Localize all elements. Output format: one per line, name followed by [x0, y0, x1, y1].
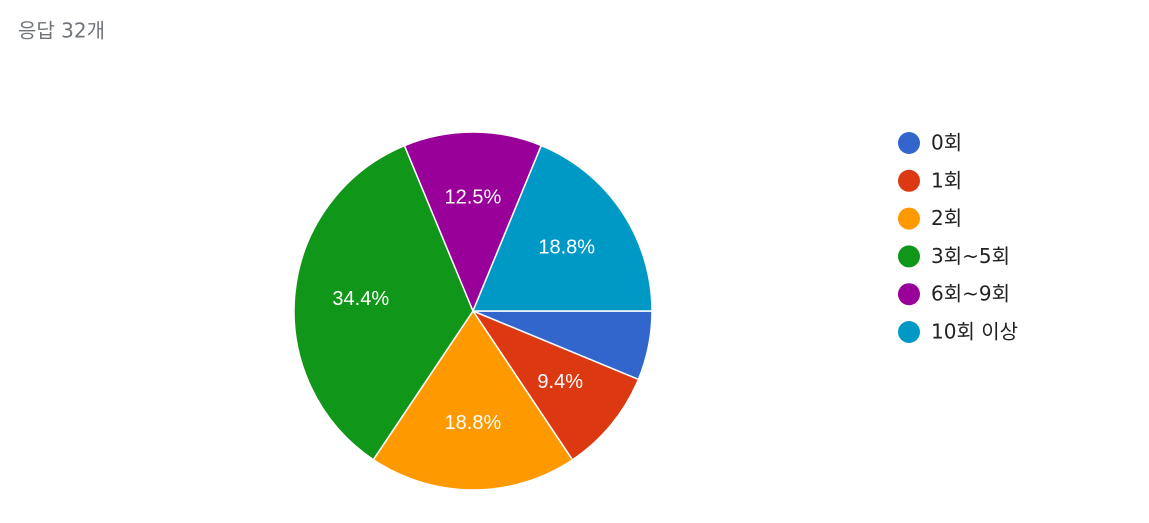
slice-label: 12.5% — [445, 187, 502, 209]
chart-title: 응답 32개 — [18, 19, 105, 43]
pie-slice — [471, 309, 640, 461]
pie-slice — [293, 144, 474, 461]
pie-slice — [471, 144, 653, 312]
pie-slice — [403, 131, 543, 313]
legend-label: 2회 — [931, 206, 962, 230]
legend-swatch — [898, 245, 920, 268]
legend-swatch — [898, 283, 920, 306]
legend-label: 1회 — [931, 168, 962, 192]
slice-label: 9.4% — [537, 371, 583, 393]
legend-swatch — [898, 169, 920, 192]
legend-swatch — [898, 321, 920, 343]
legend-label: 10회 이상 — [931, 320, 1018, 344]
legend-label: 3회~5회 — [931, 244, 1010, 268]
legend-swatch — [898, 132, 920, 154]
slice-label: 18.8% — [445, 412, 502, 434]
legend-label: 6회~9회 — [931, 282, 1010, 306]
slice-label: 34.4% — [332, 288, 389, 310]
legend-swatch — [898, 207, 920, 230]
legend-label: 0회 — [931, 131, 962, 155]
slice-label: 18.8% — [538, 237, 595, 259]
pie-slice — [372, 309, 574, 491]
